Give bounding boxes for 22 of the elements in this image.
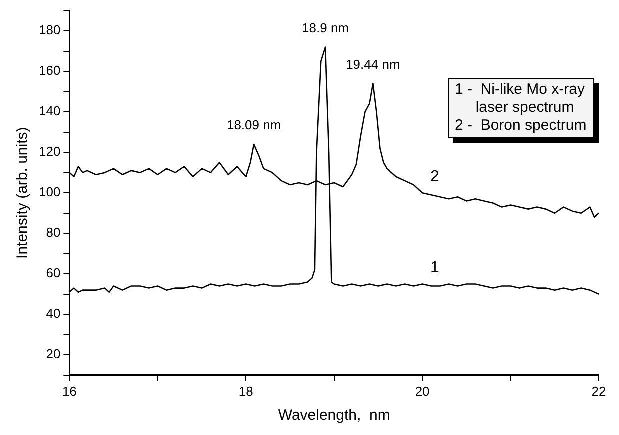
y-tick-label: 180 [38,22,61,38]
y-tick-label: 140 [38,104,61,119]
y-tick-label: 20 [46,346,61,362]
x-tick-label: 22 [592,384,606,399]
x-tick-label: 18 [238,384,254,399]
annotation: 18.09 nm [226,118,282,133]
annotation: 18.9 nm [302,20,350,36]
y-tick-label: 60 [46,266,61,281]
series-label: 2 [430,168,440,186]
y-tick-label: 120 [38,144,61,160]
y-axis-title: Intensity (arb. units) [14,127,32,259]
y-tick-label: 40 [46,306,61,322]
annotation: 19.44 nm [346,56,400,72]
annotation: 2 - Boron spectrum [455,117,587,134]
y-tick-label: 100 [38,184,61,200]
x-tick-label: 20 [415,384,430,399]
annotation: 1 - Ni-like Mo x-ray laser spectrum [455,81,586,116]
x-tick-label: 16 [62,384,77,399]
x-axis-title: Wavelength, nm [278,407,390,424]
y-tick-label: 160 [38,63,61,78]
y-tick-label: 80 [46,225,61,240]
series-label: 1 [430,260,440,277]
